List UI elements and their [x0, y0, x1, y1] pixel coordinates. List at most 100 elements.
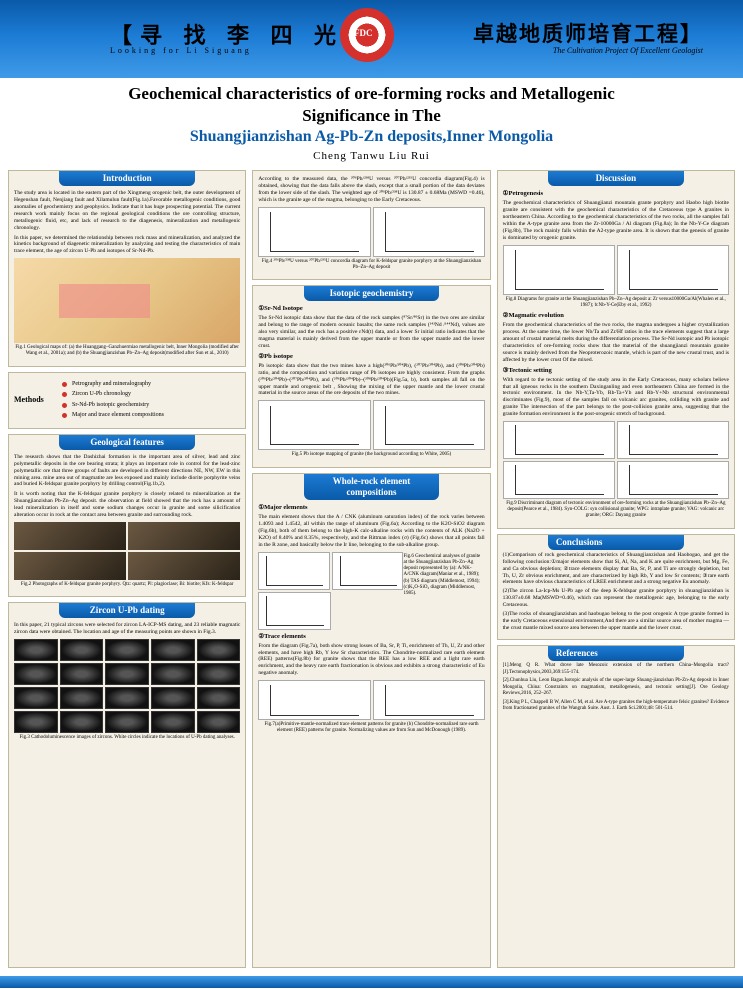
fig8-caption: Fig.8 Diagrams for granite at the Shuang…	[503, 297, 729, 310]
trace-sub: ②Trace elements	[258, 633, 484, 641]
methods-list: Petrography and mineralography Zircon U-…	[54, 378, 240, 423]
fig8-charts	[503, 245, 729, 295]
fig4-charts	[258, 207, 484, 257]
geo-header: Geological features	[59, 435, 195, 450]
zircon-img	[60, 639, 104, 661]
panel-intro: Introduction The study area is located i…	[8, 170, 246, 367]
major-sub: ①Major elements	[258, 504, 484, 512]
fig6-block: Fig.6 Geochemical analyses of granite at…	[258, 552, 484, 630]
col-middle: According to the measured data, the ²⁰⁶P…	[252, 170, 490, 968]
wholerock-header: Whole-rock element compositions	[304, 474, 440, 501]
fig4-caption: Fig.4 ²⁰⁶Pb/²³⁸U versus ²⁰⁷Pb/²³⁵U conco…	[258, 259, 484, 272]
panel-wholerock: Whole-rock element compositions ①Major e…	[252, 473, 490, 969]
zircon-img	[60, 687, 104, 709]
fig8a	[503, 245, 615, 295]
panel-methods: Methods Petrography and mineralography Z…	[8, 372, 246, 429]
col-left: Introduction The study area is located i…	[8, 170, 246, 968]
geo-body1: The research shows that the Dashizhai fo…	[14, 454, 240, 488]
references-header: References	[548, 646, 684, 662]
fig3-zircon-grid	[14, 639, 240, 733]
srnd-sub-header: ①Sr-Nd Isotope	[258, 305, 484, 313]
intro-body: The study area is located in the eastern…	[14, 190, 240, 231]
petro-body: The geochemical characteristics of Shuan…	[503, 200, 729, 241]
srnd-body: The Sr-Nd isotopic data show that the da…	[258, 315, 484, 349]
fig8b	[617, 245, 729, 295]
title-block: Geochemical characteristics of ore-formi…	[0, 78, 743, 166]
title-line1: Geochemical characteristics of ore-formi…	[20, 84, 723, 104]
zircon-img	[14, 711, 58, 733]
ref-2: [2].Chunhua Liu, Leon Bagas.Isotopic ana…	[503, 678, 729, 698]
col-right: Discussion ①Petrogenesis The geochemical…	[497, 170, 735, 968]
header-cn-right: 卓越地质师培育工程】	[473, 18, 703, 48]
intro-body2: In this paper, we determined the relatio…	[14, 235, 240, 256]
zircon-img	[151, 663, 195, 685]
zircon-img	[14, 687, 58, 709]
fig5-caption: Fig.5 Pb isotope mapping of granite (the…	[258, 452, 484, 458]
concordia-body: According to the measured data, the ²⁰⁶P…	[258, 176, 484, 204]
conclusions-header: Conclusions	[548, 535, 684, 550]
photo	[14, 552, 126, 580]
fig1-map	[14, 258, 240, 343]
fig9c	[503, 461, 615, 499]
zircon-img	[151, 687, 195, 709]
footer-bar	[0, 976, 743, 988]
panel-concordia: According to the measured data, the ²⁰⁶P…	[252, 170, 490, 280]
discussion-header: Discussion	[548, 171, 684, 186]
age-chart	[373, 207, 485, 257]
panel-isotope: Isotopic geochemistry ①Sr-Nd Isotope The…	[252, 285, 490, 468]
title-line3: Shuangjianzishan Ag-Pb-Zn deposits,Inner…	[20, 128, 723, 146]
zircon-img	[60, 663, 104, 685]
geo-body2: It is worth noting that the K-feldspar g…	[14, 491, 240, 519]
zircon-img	[105, 711, 149, 733]
fig6b	[332, 552, 404, 590]
fig6-caption: Fig.6 Geochemical analyses of granite at…	[403, 554, 484, 627]
panel-discussion: Discussion ①Petrogenesis The geochemical…	[497, 170, 735, 529]
fig6-charts	[258, 552, 403, 630]
panel-geo-features: Geological features The research shows t…	[8, 434, 246, 597]
panel-zircon: Zircon U-Pb dating In this paper, 21 typ…	[8, 602, 246, 968]
logo-badge	[340, 8, 394, 62]
zircon-img	[60, 711, 104, 733]
fig9d	[617, 461, 729, 499]
zircon-body: In this paper, 21 typical zircons were s…	[14, 622, 240, 636]
authors: Cheng Tanwu Liu Rui	[20, 150, 723, 162]
title-line2: Significance in The	[20, 106, 723, 126]
method-item: Major and trace element compositions	[62, 412, 240, 420]
header-en-right: The Cultivation Project Of Excellent Geo…	[553, 46, 703, 55]
fig6a	[258, 552, 330, 590]
pb-sub-header: ②Pb isotope	[258, 353, 484, 361]
tectonic-body: With regard to the tectonic setting of t…	[503, 377, 729, 418]
zircon-img	[197, 639, 241, 661]
zircon-img	[105, 663, 149, 685]
intro-header: Introduction	[59, 171, 195, 186]
fig6c	[258, 592, 331, 630]
ref-1: [1].Meng Q R. What drove late Mesozoic e…	[503, 663, 729, 676]
header-en-left: Looking for Li Siguang	[110, 46, 252, 55]
panel-conclusions: Conclusions (1)Comparison of rock geoche…	[497, 534, 735, 640]
zircon-img	[151, 711, 195, 733]
magma-sub: ②Magmatic evolution	[503, 312, 729, 320]
zircon-img	[197, 663, 241, 685]
concordia-chart	[258, 207, 370, 257]
trace-body: From the diagram (Fig.7a), both show str…	[258, 643, 484, 677]
conclusion-1: (1)Comparison of rock geochemical charac…	[503, 552, 729, 586]
fig9a	[503, 421, 615, 459]
zircon-img	[197, 687, 241, 709]
fig5-charts	[258, 400, 484, 450]
fig7-charts	[258, 680, 484, 720]
fig9-grid	[503, 421, 729, 499]
fig9-caption: Fig.9 Discriminant diagram of tectonic e…	[503, 501, 729, 520]
fig2-photo-grid	[14, 522, 240, 580]
photo	[14, 522, 126, 550]
fig1-caption: Fig.1 Geological maps of: (a) the Huangg…	[14, 345, 240, 358]
photo	[128, 522, 240, 550]
fig7a	[258, 680, 370, 720]
fig9b	[617, 421, 729, 459]
major-body: The main element shows that the A / CNK …	[258, 514, 484, 548]
zircon-header: Zircon U-Pb dating	[59, 603, 195, 618]
zircon-img	[105, 687, 149, 709]
ref-3: [3].King P L, Chappell B W, Allen C M, e…	[503, 700, 729, 713]
method-item: Sr-Nd-Pb isotopic geochemistry	[62, 402, 240, 410]
methods-header: Methods	[14, 395, 54, 405]
zircon-img	[105, 639, 149, 661]
